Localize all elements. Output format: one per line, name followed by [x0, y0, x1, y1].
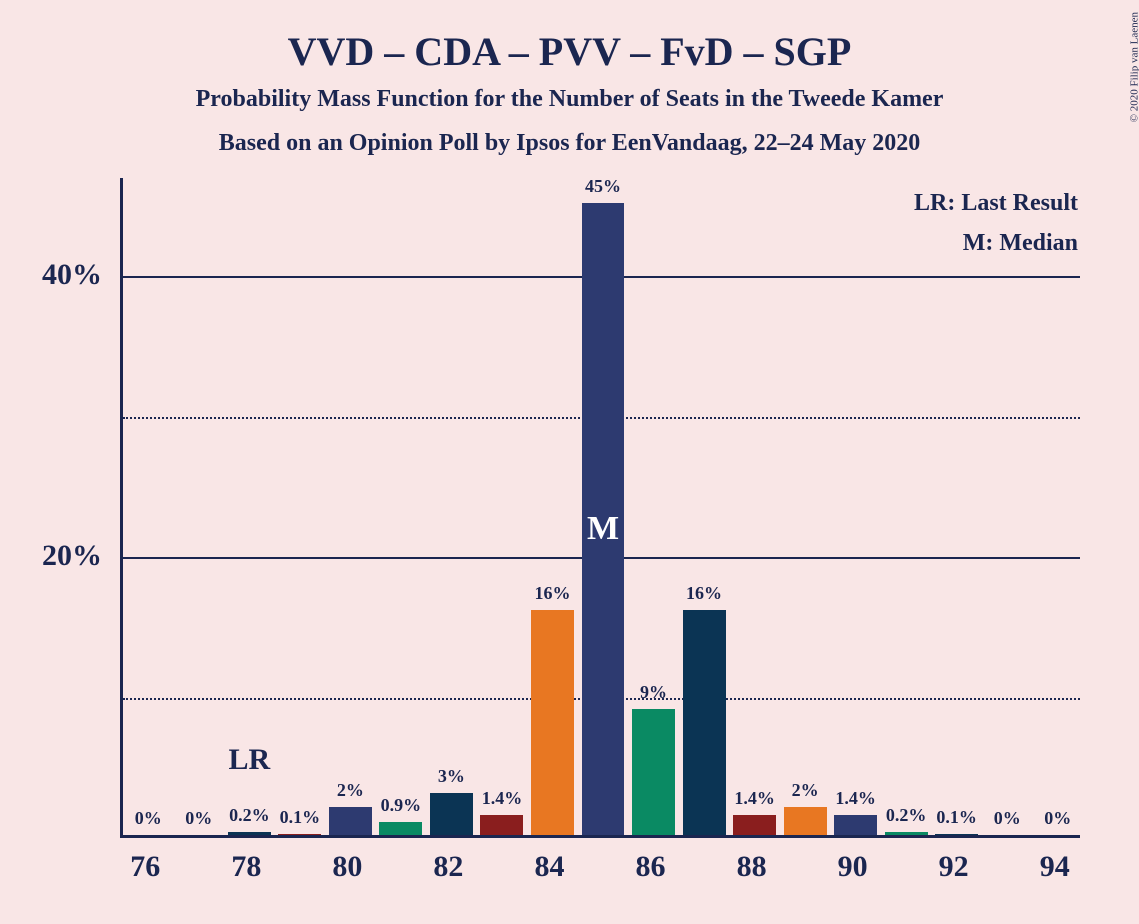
x-tick-label: 86	[636, 850, 666, 884]
bar	[531, 610, 574, 835]
bar	[379, 822, 422, 835]
bar-value-label: 9%	[640, 682, 667, 703]
chart-subtitle-1: Probability Mass Function for the Number…	[0, 86, 1139, 113]
credit-text: © 2020 Filip van Laenen	[1128, 12, 1139, 122]
bar-value-label: 1.4%	[734, 788, 775, 809]
bar-value-label: 2%	[337, 780, 364, 801]
bar	[733, 815, 776, 835]
x-tick-label: 94	[1040, 850, 1070, 884]
x-tick-label: 92	[939, 850, 969, 884]
bar	[784, 807, 827, 835]
x-tick-label: 90	[838, 850, 868, 884]
bar	[228, 832, 271, 835]
lr-marker: LR	[228, 743, 270, 777]
bar-value-label: 0%	[185, 808, 212, 829]
bar	[834, 815, 877, 835]
chart-root: VVD – CDA – PVV – FvD – SGP Probability M…	[0, 0, 1139, 924]
y-tick-label: 20%	[0, 539, 102, 573]
chart-subtitle-2: Based on an Opinion Poll by Ipsos for Ee…	[0, 130, 1139, 157]
median-marker: M	[587, 510, 619, 548]
bar-value-label: 45%	[585, 176, 621, 197]
x-tick-label: 84	[534, 850, 564, 884]
x-tick-label: 82	[433, 850, 463, 884]
bar-value-label: 0.2%	[886, 805, 927, 826]
bar	[329, 807, 372, 835]
bar-value-label: 0.1%	[280, 807, 321, 828]
bar	[480, 815, 523, 835]
plot-area: 0% 0% 0.2% 0.1% 2% 0.9% 3% 1.4% 16% 45% 9% 16% 1.4% 2…	[120, 178, 1080, 838]
bar-value-label: 0.2%	[229, 805, 270, 826]
bar-value-label: 2%	[792, 780, 819, 801]
bar	[278, 834, 321, 835]
x-tick-label: 80	[332, 850, 362, 884]
y-tick-label: 40%	[0, 258, 102, 292]
bar	[430, 793, 473, 835]
bar	[683, 610, 726, 835]
x-tick-label: 76	[130, 850, 160, 884]
bar	[935, 834, 978, 835]
bar-value-label: 0.1%	[936, 807, 977, 828]
chart-title: VVD – CDA – PVV – FvD – SGP	[0, 28, 1139, 75]
bar-value-label: 0%	[994, 808, 1021, 829]
bar	[885, 832, 928, 835]
x-tick-label: 78	[231, 850, 261, 884]
bar-value-label: 16%	[534, 583, 570, 604]
bar-value-label: 1.4%	[835, 788, 876, 809]
bar-value-label: 0%	[1044, 808, 1071, 829]
bar-value-label: 0%	[135, 808, 162, 829]
x-tick-label: 88	[737, 850, 767, 884]
bar	[632, 709, 675, 835]
bar-value-label: 1.4%	[482, 788, 523, 809]
bar-value-label: 3%	[438, 766, 465, 787]
bar-value-label: 16%	[686, 583, 722, 604]
bar-value-label: 0.9%	[381, 795, 422, 816]
